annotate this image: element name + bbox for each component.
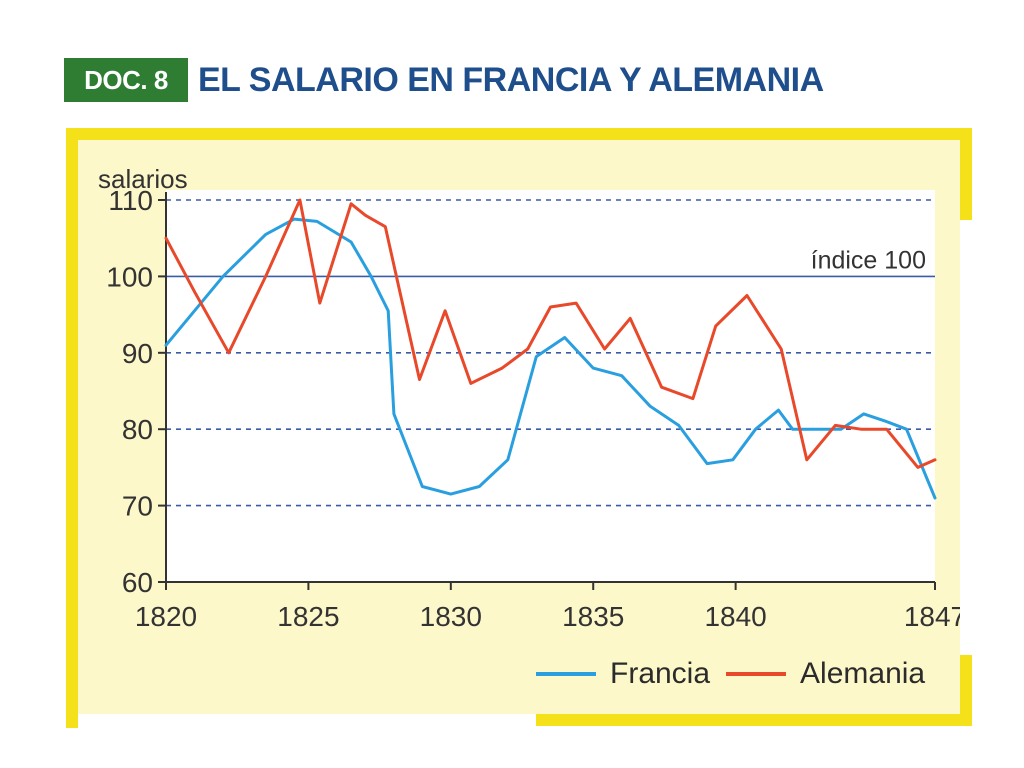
y-tick-label-70: 70 <box>122 491 153 522</box>
y-axis-label: salarios <box>98 164 188 194</box>
reference-line-label: índice 100 <box>811 246 926 274</box>
x-tick-label-1835: 1835 <box>562 601 624 632</box>
chart-legend: Francia Alemania <box>536 652 925 696</box>
legend-item-alemania: Alemania <box>726 657 925 691</box>
page-title: EL SALARIO EN FRANCIA Y ALEMANIA <box>198 60 824 99</box>
doc-badge: DOC. 8 <box>64 58 188 102</box>
frame-right-border <box>960 128 972 220</box>
x-tick-label-1825: 1825 <box>277 601 339 632</box>
legend-label-francia: Francia <box>610 657 711 690</box>
frame-left-border <box>66 128 78 728</box>
frame-bottom-border <box>536 714 972 726</box>
x-tick-label-1830: 1830 <box>420 601 482 632</box>
legend-item-francia: Francia <box>536 657 710 691</box>
series-line-alemania <box>164 198 937 469</box>
y-tick-label-110: 110 <box>108 185 153 216</box>
legend-swatch-alemania <box>726 672 787 676</box>
x-tick-label-1820: 1820 <box>135 601 197 632</box>
line-chart: índice 100 60 70 80 90 100 110 1820 1825 1830 1835… <box>98 164 960 632</box>
plot-area <box>166 190 935 582</box>
chart-panel: índice 100 60 70 80 90 100 110 1820 1825 1830 1835… <box>78 140 960 714</box>
legend-swatch-francia <box>536 672 596 676</box>
legend-label-alemania: Alemania <box>800 657 926 690</box>
series-line-francia <box>164 217 937 500</box>
x-tick-label-1840: 1840 <box>704 601 766 632</box>
x-tick-label-1847: 1847 <box>904 601 960 632</box>
y-tick-label-60: 60 <box>122 567 153 598</box>
y-tick-label-90: 90 <box>122 338 153 369</box>
frame-top-border <box>66 128 972 140</box>
frame-right-lower-border <box>960 655 972 725</box>
y-tick-label-80: 80 <box>122 414 153 445</box>
y-tick-label-100: 100 <box>106 261 153 292</box>
